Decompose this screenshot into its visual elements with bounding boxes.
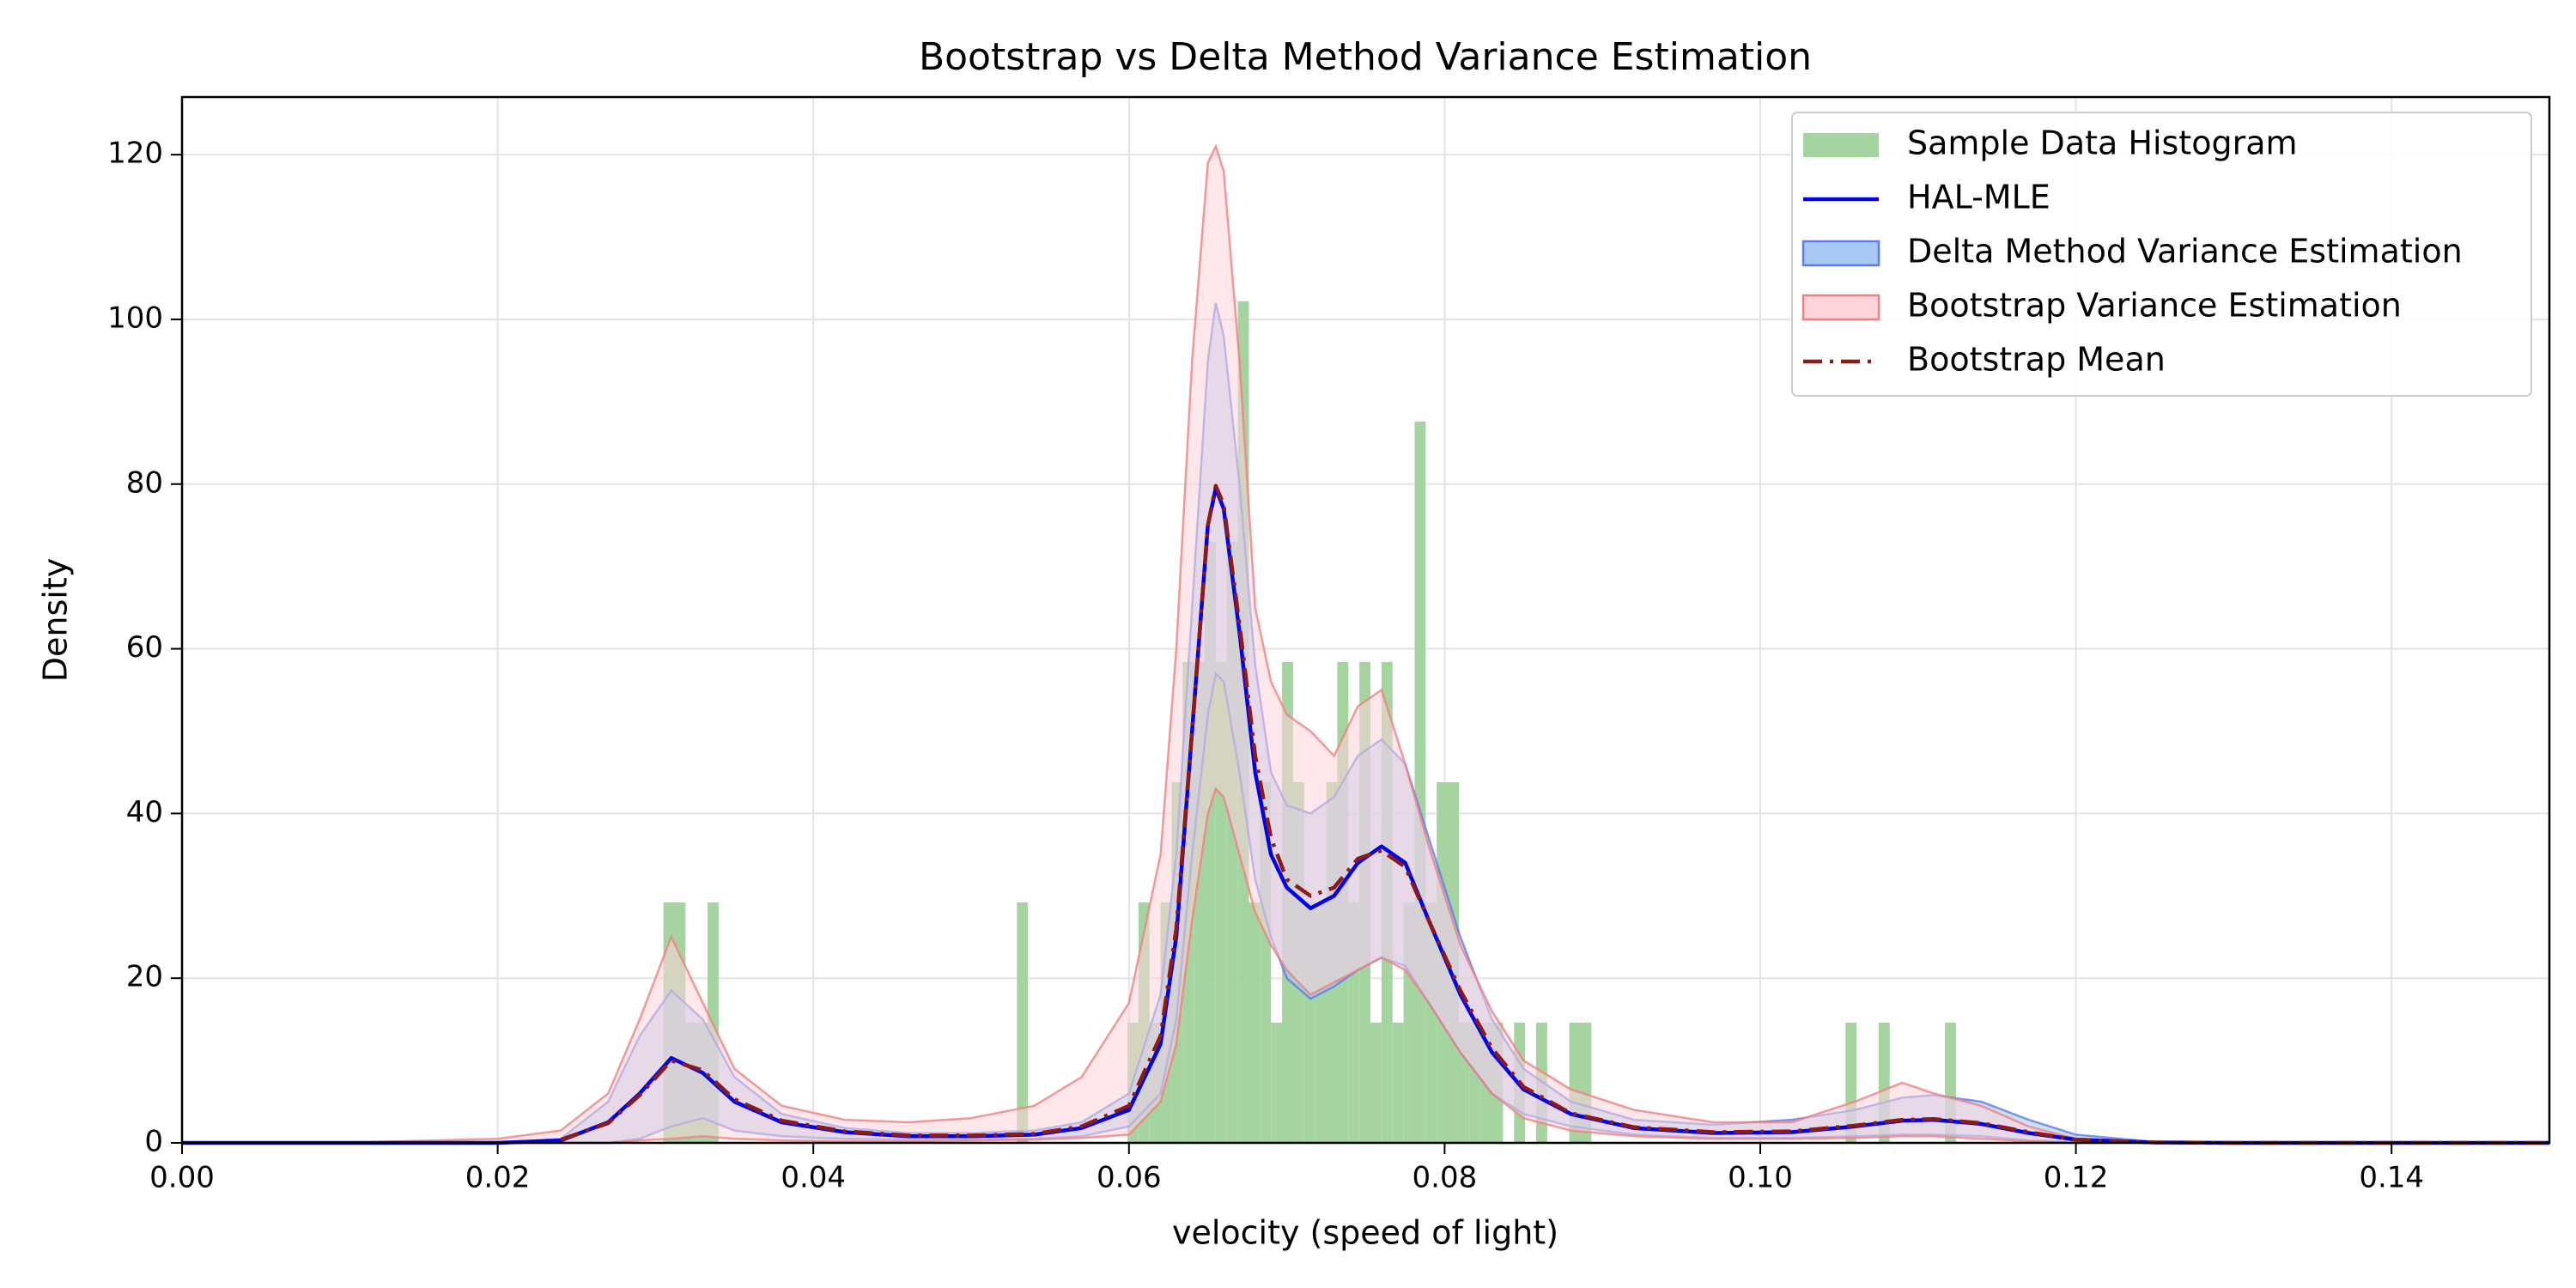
histogram-bar [1392, 1022, 1404, 1143]
y-tick-label: 20 [126, 960, 163, 994]
plot-area [182, 143, 2549, 1145]
legend-label: Bootstrap Variance Estimation [1907, 287, 2402, 325]
legend-label: HAL-MLE [1907, 179, 2050, 216]
x-tick-label: 0.10 [1728, 1161, 1793, 1195]
y-tick-label: 60 [126, 630, 163, 665]
chart-title: Bootstrap vs Delta Method Variance Estim… [919, 35, 1812, 79]
x-tick-label: 0.00 [149, 1161, 215, 1195]
legend-box [1791, 112, 2532, 397]
y-tick-label: 120 [107, 137, 163, 171]
x-tick-label: 0.08 [1413, 1161, 1478, 1195]
band-edge [182, 787, 2549, 1145]
legend-label: Bootstrap Mean [1907, 341, 2166, 379]
line [560, 483, 2549, 1145]
legend-swatch [1803, 133, 1879, 157]
x-tick-label: 0.14 [2359, 1161, 2424, 1195]
axes: 0.00 0.02 0.04 0.06 0.08 0.10 0.12 0.14 0 20 40 60 8… [107, 137, 2424, 1195]
y-tick-label: 80 [126, 465, 163, 500]
band-fill [182, 146, 2549, 1143]
y-axis-label: Density [37, 558, 75, 682]
x-tick-label: 0.12 [2044, 1161, 2109, 1195]
legend-swatch [1801, 294, 1880, 321]
x-axis-label: velocity (speed of light) [1172, 1214, 1558, 1252]
histogram-bar [1414, 421, 1426, 1144]
y-tick-label: 100 [107, 301, 163, 335]
x-tick-label: 0.06 [1097, 1161, 1162, 1195]
histogram-bar [1370, 1022, 1382, 1143]
axes-frame [180, 95, 2551, 1145]
legend-swatch [1801, 240, 1880, 267]
histogram-bar [1249, 902, 1261, 1143]
y-tick-label: 0 [144, 1125, 163, 1159]
x-tick-label: 0.04 [781, 1161, 846, 1195]
histogram-bar [1017, 902, 1029, 1143]
histogram-bar [1271, 1022, 1283, 1143]
y-tick-label: 40 [126, 795, 163, 829]
band-edge [182, 143, 2549, 1145]
legend-label: Sample Data Histogram [1907, 125, 2298, 162]
legend-label: Delta Method Variance Estimation [1907, 233, 2463, 270]
x-tick-label: 0.02 [465, 1161, 531, 1195]
legend: Sample Data Histogram HAL-MLE Delta Method… [1791, 112, 2532, 397]
